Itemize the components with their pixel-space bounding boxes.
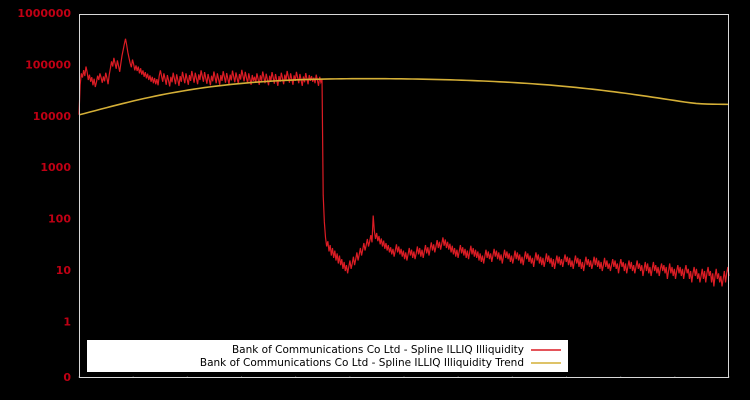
- legend-background: [87, 340, 568, 372]
- y-axis-tick-10: 10: [56, 264, 72, 277]
- y-axis-tick-1000: 1000: [40, 161, 71, 174]
- y-axis-tick-100000: 100000: [25, 58, 71, 71]
- series-line-illiquidity-trend: [78, 77, 730, 116]
- legend-label-illiquidity-trend: Bank of Communications Co Ltd - Spline I…: [200, 357, 524, 369]
- y-axis-tick-100: 100: [48, 213, 71, 226]
- series-line-illiquidity: [78, 38, 730, 287]
- y-axis-tick-10000: 10000: [33, 110, 72, 123]
- plot-frame: [79, 14, 729, 378]
- legend-label-illiquidity: Bank of Communications Co Ltd - Spline I…: [232, 344, 524, 356]
- legend: Bank of Communications Co Ltd - Spline I…: [87, 340, 568, 372]
- y-axis-tick-1: 1: [63, 315, 71, 328]
- y-axis-tick-0: 0: [63, 371, 71, 384]
- y-axis-tick-1000000: 1000000: [17, 7, 71, 20]
